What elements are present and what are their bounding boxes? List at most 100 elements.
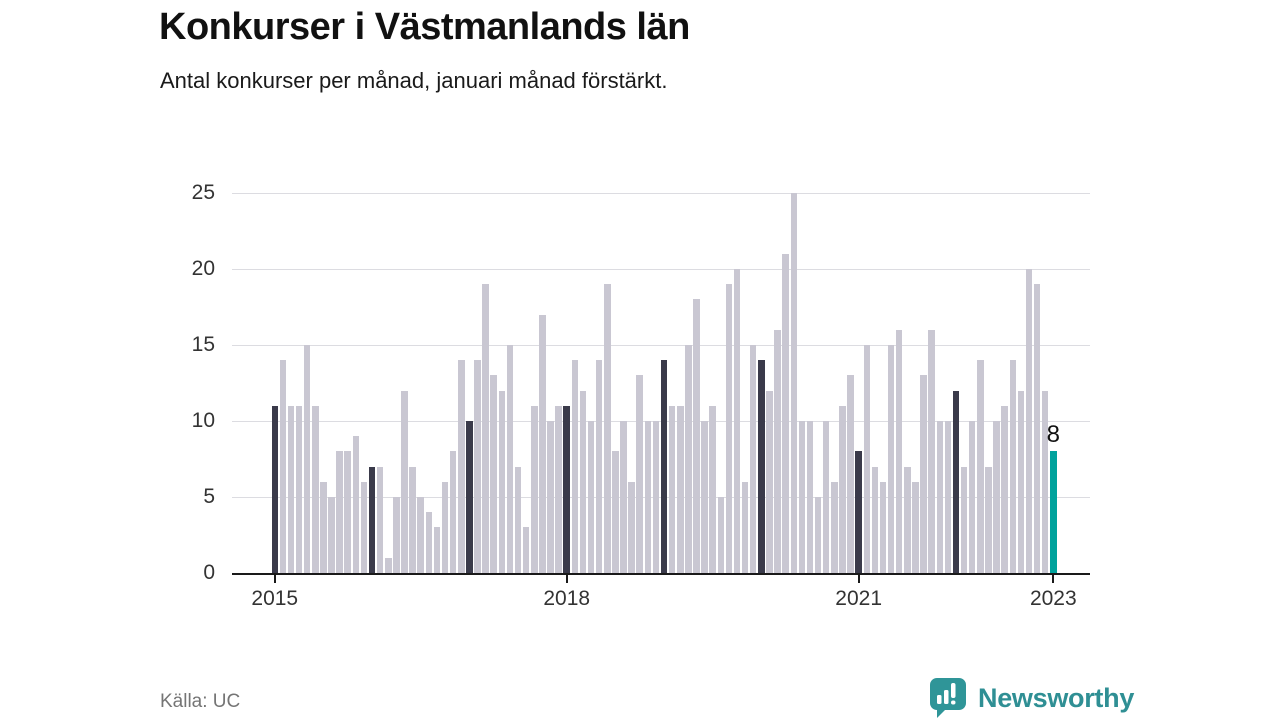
- newsworthy-wordmark: Newsworthy: [978, 682, 1135, 713]
- bar-month: [303, 345, 311, 573]
- bar-month: [433, 527, 441, 573]
- x-axis-line: [232, 573, 1090, 575]
- bar-month: [522, 527, 530, 573]
- bar-month: [928, 329, 935, 573]
- bar-month: [774, 329, 781, 573]
- y-axis-label-25: 25: [191, 181, 215, 204]
- y-axis-label-5: 5: [203, 485, 215, 508]
- bar-january: [660, 360, 668, 573]
- bar-month: [320, 481, 327, 573]
- bar-month: [336, 451, 343, 573]
- bar-month: [733, 269, 741, 573]
- x-axis-label-2021: 2021: [835, 587, 883, 610]
- bar-month: [741, 481, 749, 573]
- bar-month: [628, 481, 635, 573]
- bar-month: [401, 390, 408, 573]
- x-axis-tick-2023: [1052, 575, 1055, 583]
- bar-month: [612, 451, 619, 573]
- bar-month: [677, 405, 684, 573]
- x-axis-tick-2018: [565, 575, 568, 583]
- bar-month: [579, 390, 587, 573]
- bar-month: [514, 466, 522, 573]
- bar-month: [279, 360, 287, 573]
- bar-month: [904, 466, 911, 573]
- bar-month: [693, 299, 700, 573]
- bar-month: [490, 375, 497, 573]
- bar-january: [466, 421, 473, 573]
- x-axis-label-2015: 2015: [251, 587, 299, 610]
- bar-month: [798, 421, 806, 573]
- bar-month: [912, 481, 919, 573]
- bar-january: [758, 360, 765, 573]
- bar-month: [498, 390, 506, 573]
- bar-month: [944, 421, 952, 573]
- source-label: Källa: UC: [160, 691, 241, 712]
- y-axis-label-20: 20: [191, 257, 215, 280]
- bar-month: [620, 421, 627, 573]
- bar-month: [895, 329, 903, 573]
- bar-month: [685, 345, 692, 573]
- bar-month: [831, 481, 838, 573]
- bar-january: [563, 405, 570, 573]
- bar-month: [409, 466, 416, 573]
- bar-month: [863, 345, 871, 573]
- x-axis-tick-2021: [857, 575, 860, 583]
- bar-month: [960, 466, 968, 573]
- bar-month: [539, 314, 546, 573]
- bar-month: [1009, 360, 1016, 573]
- gridline-y25: [232, 193, 1090, 194]
- bar-month: [376, 466, 384, 573]
- bar-month: [839, 405, 846, 573]
- bar-latest-month: [1050, 451, 1057, 573]
- bar-month: [506, 345, 514, 573]
- bar-january: [271, 405, 278, 573]
- bar-month: [936, 421, 944, 573]
- y-axis-label-10: 10: [191, 409, 215, 432]
- bar-january: [368, 466, 376, 573]
- bar-month: [531, 405, 538, 573]
- bar-month: [449, 451, 457, 573]
- bar-month: [344, 451, 351, 573]
- bar-january: [952, 390, 960, 573]
- bar-month: [887, 345, 895, 573]
- bar-month: [920, 375, 927, 573]
- y-axis-label-15: 15: [191, 333, 215, 356]
- bar-month: [425, 512, 433, 573]
- bar-month: [352, 436, 360, 573]
- bar-month: [287, 405, 295, 573]
- bar-month: [749, 345, 757, 573]
- gridline-y15: [232, 345, 1090, 346]
- bar-month: [968, 421, 976, 573]
- latest-value-label: 8: [1046, 421, 1060, 449]
- newsworthy-bubble-chart-icon: [930, 678, 966, 718]
- bar-month: [312, 405, 319, 573]
- bar-month: [1017, 390, 1025, 573]
- newsworthy-logo: Newsworthy: [928, 676, 1134, 720]
- bar-month: [1033, 284, 1041, 573]
- bar-month: [385, 557, 392, 573]
- gridline-y20: [232, 269, 1090, 270]
- bar-month: [652, 421, 660, 573]
- bar-month: [571, 360, 579, 573]
- bar-month: [806, 421, 814, 573]
- bar-month: [717, 497, 725, 573]
- bar-month: [701, 421, 708, 573]
- bar-month: [458, 360, 465, 573]
- page-subtitle: Antal konkurser per månad, januari månad…: [160, 68, 668, 93]
- page-title: Konkurser i Västmanlands län: [159, 6, 690, 48]
- bar-month: [879, 481, 887, 573]
- bar-month: [595, 360, 603, 573]
- bar-month: [555, 405, 562, 573]
- bar-month: [328, 497, 335, 573]
- bar-month: [441, 481, 449, 573]
- bar-month: [604, 284, 611, 573]
- bar-month: [587, 421, 595, 573]
- bar-month: [644, 421, 652, 573]
- bar-month: [547, 421, 554, 573]
- bar-month: [1041, 390, 1049, 573]
- bar-month: [782, 253, 789, 573]
- x-axis-label-2023: 2023: [1029, 587, 1077, 610]
- x-axis-label-2018: 2018: [543, 587, 591, 610]
- bar-month: [977, 360, 984, 573]
